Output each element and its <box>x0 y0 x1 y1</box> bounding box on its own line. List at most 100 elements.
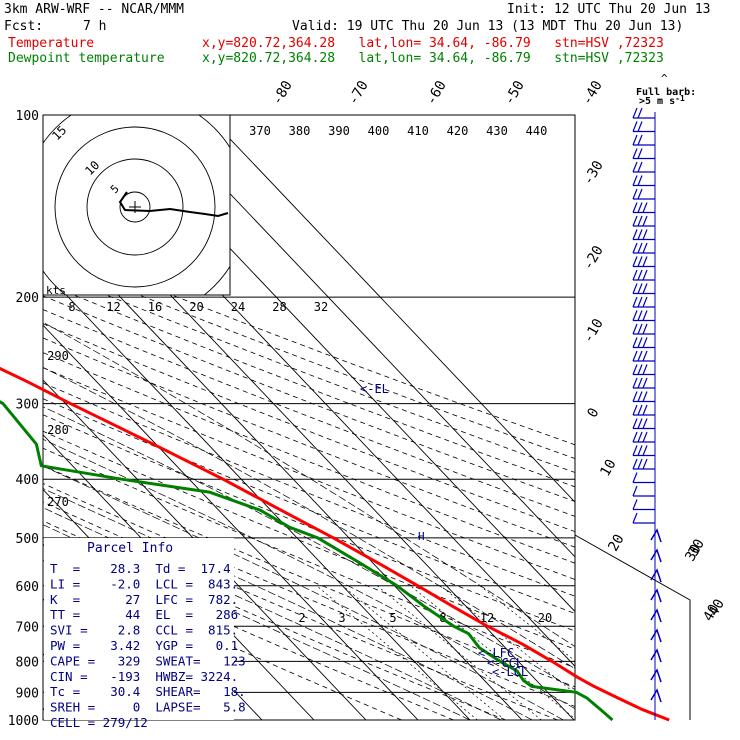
isotherm-label: 10 <box>597 457 619 480</box>
parcel-info-row: Tc = 30.4 SHEAR= 18. <box>50 684 246 699</box>
isotherm-line <box>154 115 575 558</box>
pressure-tick-label: 300 <box>16 398 39 413</box>
temperature-profile <box>0 366 670 722</box>
level-marker: <-CCL <box>487 656 523 670</box>
wind-barb <box>632 485 655 497</box>
isentrope-label: 400 <box>368 124 390 138</box>
hodograph-speed-label: 20 <box>189 300 203 314</box>
wind-barb <box>632 188 655 200</box>
wind-barb <box>632 323 655 335</box>
mixing-ratio-label: 5 <box>389 611 396 625</box>
dry-adiabat-line <box>43 323 575 533</box>
parcel-info-row: CELL = 279/12 <box>50 715 148 730</box>
wind-barb <box>632 391 655 403</box>
parcel-info-row: T = 28.3 Td = 17.4 <box>50 561 231 576</box>
init-time: Init: 12 UTC Thu 20 Jun 13 <box>507 2 711 17</box>
level-marker: <-LFC <box>478 646 514 660</box>
wind-barb <box>632 269 655 281</box>
dry-adiabat-line <box>43 382 575 597</box>
temperature-legend: Temperature <box>8 36 95 51</box>
wind-barb <box>632 512 655 524</box>
level-marker: <-LCL <box>492 665 528 679</box>
parcel-info-row: TT = 44 EL = 286 <box>50 607 238 622</box>
wind-barb <box>632 296 655 308</box>
wind-barb <box>650 688 662 703</box>
dry-adiabat-line <box>43 352 575 564</box>
isotherm-label: 0 <box>584 405 602 420</box>
isotherm-line <box>206 115 575 503</box>
wind-speed-label: 40 <box>706 596 728 619</box>
isotherm-label: -40 <box>579 78 606 108</box>
wind-barb <box>650 588 662 603</box>
theta-e-label: 290 <box>47 349 69 363</box>
isentrope-label: 420 <box>447 124 469 138</box>
wind-barb <box>632 121 655 133</box>
wind-barb <box>632 350 655 362</box>
dry-adiabat-line <box>43 309 575 517</box>
pressure-tick-label: 200 <box>16 291 39 306</box>
valid-time: Valid: 19 UTC Thu 20 Jun 13 (13 MDT Thu … <box>292 19 684 34</box>
wind-barb <box>632 418 655 430</box>
isentrope-label: 370 <box>249 124 271 138</box>
dry-adiabat-line <box>43 268 575 473</box>
dry-adiabat-line <box>43 367 575 580</box>
parcel-info-row: SREH = 0 LAPSE= 5.8 <box>50 700 246 715</box>
hodograph-trace <box>118 191 229 218</box>
dry-adiabat-line <box>43 337 575 548</box>
dewpoint-legend: Dewpoint temperature <box>8 51 165 66</box>
dry-adiabat-line <box>43 520 506 720</box>
mixing-ratio-label: 3 <box>338 611 345 625</box>
dry-adiabat-line <box>43 243 575 446</box>
parcel-info-row: CAPE = 329 SWEAT= 123 <box>50 653 246 668</box>
pressure-tick-label: 800 <box>16 655 39 670</box>
pressure-tick-label: 100 <box>16 109 39 124</box>
dry-adiabat-line <box>43 398 575 614</box>
wind-barb <box>632 472 655 484</box>
mixing-ratio-label: 12 <box>480 611 494 625</box>
wind-barb <box>632 283 655 295</box>
isotherm-label: -20 <box>580 243 607 273</box>
isotherm-label: -70 <box>345 78 372 108</box>
level-marker: <-EL <box>360 382 389 396</box>
isotherm-label: 40 <box>700 602 722 625</box>
parcel-info-row: CIN = -193 HWBZ= 3224. <box>50 669 238 684</box>
hodograph-ring <box>86 158 184 256</box>
hodograph-speed-label: 24 <box>231 300 245 314</box>
isentrope-label: 440 <box>526 124 548 138</box>
theta-e-label: 270 <box>47 495 69 509</box>
pressure-tick-label: 600 <box>16 580 39 595</box>
isentrope-label: 380 <box>289 124 311 138</box>
dry-adiabat-line <box>43 465 575 688</box>
wind-barb <box>632 364 655 376</box>
mixing-ratio-line <box>440 585 575 694</box>
forecast-label: Fcst: <box>4 19 44 34</box>
pressure-tick-label: 900 <box>16 686 39 701</box>
isotherm-label: 20 <box>605 532 627 555</box>
full-barb-note: Full barb: <box>636 87 696 98</box>
forecast-hour: 7 h <box>83 19 107 34</box>
hodograph-cutline <box>574 534 691 720</box>
theta-e-label: 280 <box>47 423 69 437</box>
isotherm-label: -10 <box>580 316 607 346</box>
isotherm-label: -80 <box>269 78 296 108</box>
wind-barb <box>632 161 655 173</box>
isotherm-line <box>43 324 419 720</box>
wind-barb <box>632 256 655 268</box>
dewpoint-location: x,y=820.72,364.28 lat,lon= 34.64, -86.79… <box>202 51 664 66</box>
wind-barb <box>650 528 662 543</box>
wind-barb <box>632 202 655 214</box>
parcel-info-row: K = 27 LFC = 782. <box>50 592 238 607</box>
isotherm-line <box>43 379 367 720</box>
pressure-tick-label: 400 <box>16 473 39 488</box>
full-barb-exponent: -1 <box>675 94 685 103</box>
wind-barb <box>632 215 655 227</box>
isotherm-label: -50 <box>501 78 528 108</box>
wind-barb <box>632 458 655 470</box>
pressure-tick-label: 700 <box>16 620 39 635</box>
full-barb-note: >5 m s-1 <box>639 94 685 107</box>
wind-barb <box>632 148 655 160</box>
wind-barb <box>650 668 662 683</box>
wind-barb <box>650 628 662 643</box>
isotherm-line <box>43 269 471 720</box>
wind-barb <box>632 107 655 119</box>
